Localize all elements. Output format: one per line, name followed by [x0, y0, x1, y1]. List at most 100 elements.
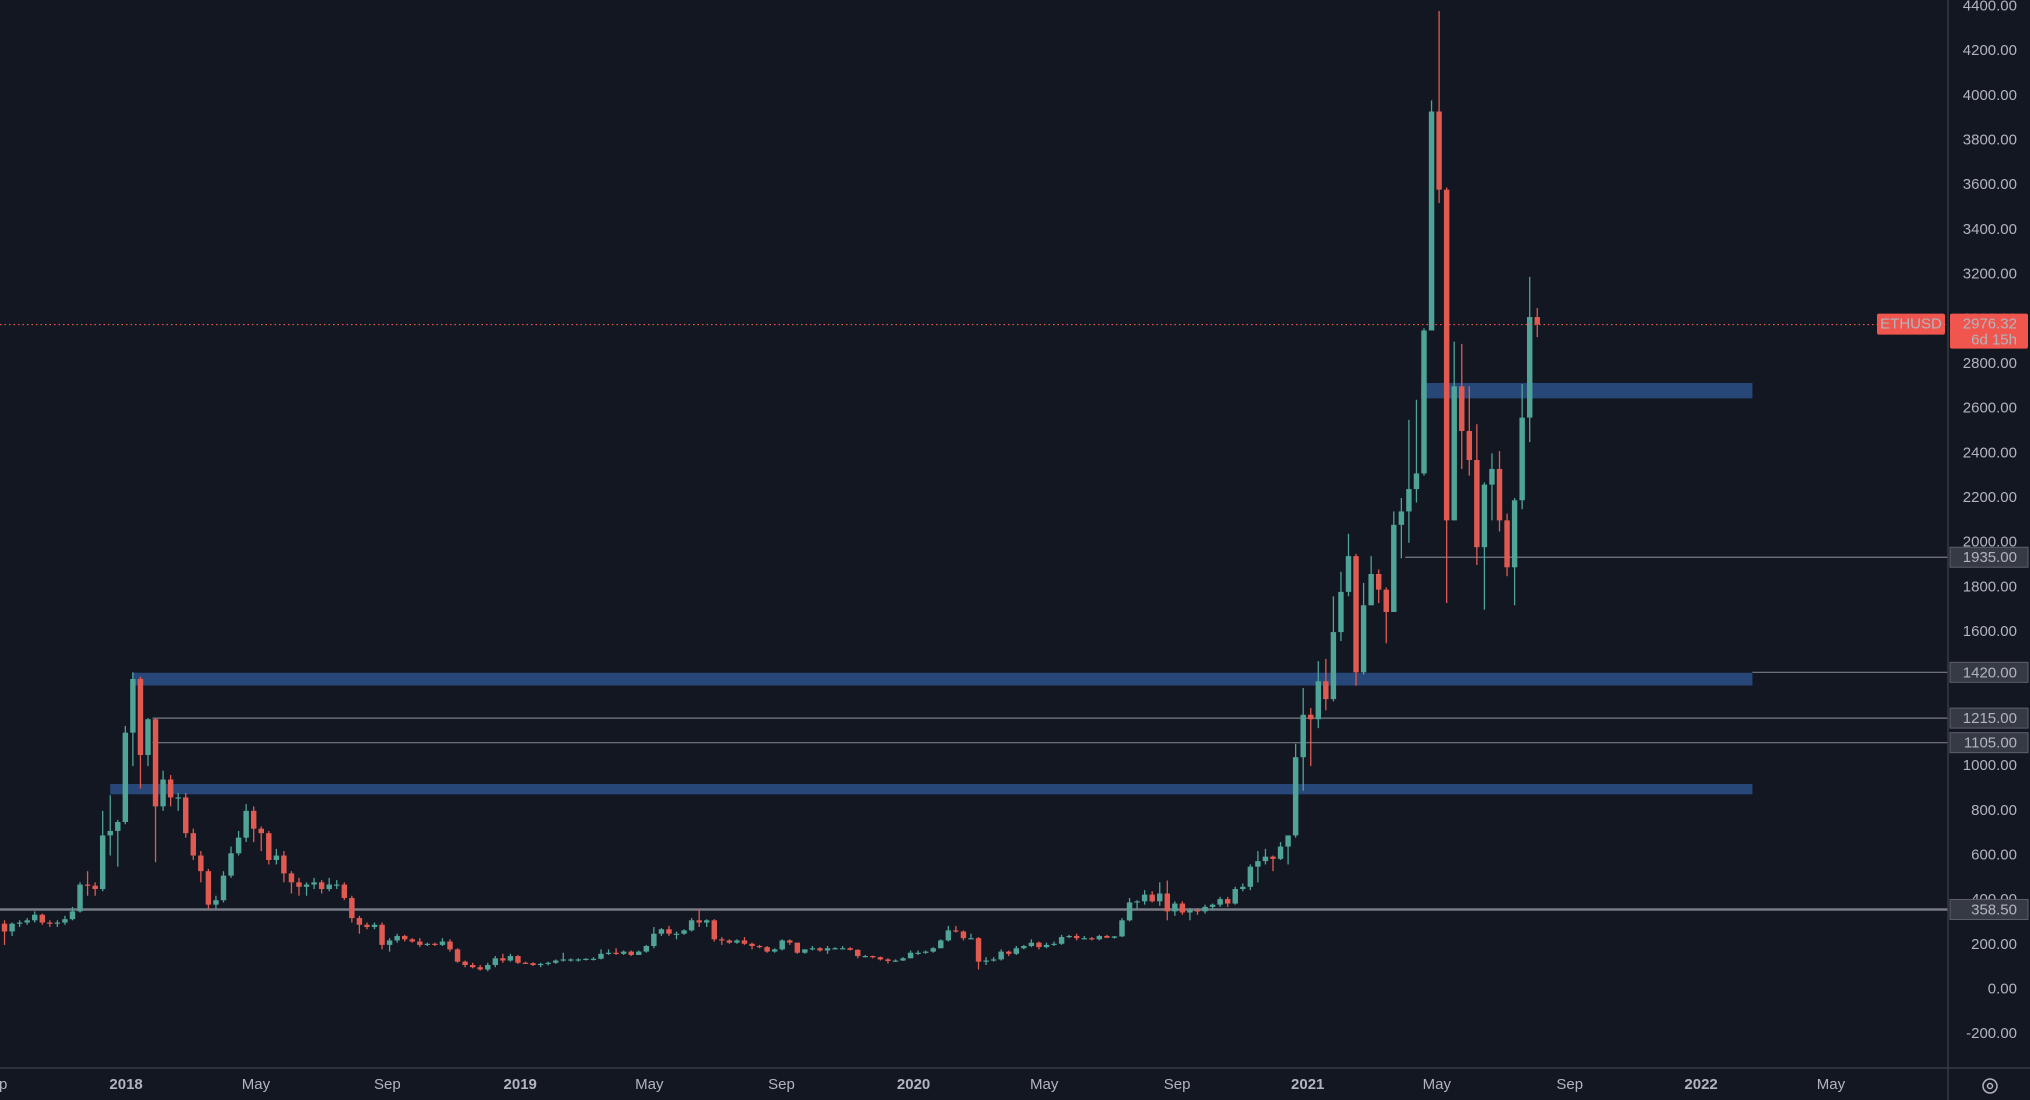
candle-body	[1315, 681, 1322, 720]
candle-body	[613, 952, 619, 954]
candle-body	[485, 964, 491, 970]
y-tick-label: 2000.00	[1963, 534, 2017, 551]
candle-body	[92, 885, 98, 890]
candle-body	[296, 882, 302, 887]
candle-body	[522, 962, 529, 964]
x-tick-label: May	[1817, 1076, 1846, 1093]
candle-body	[1375, 573, 1382, 590]
candle-body	[726, 940, 733, 943]
candle-body	[1172, 903, 1178, 912]
candle-body	[1383, 589, 1389, 612]
candle-body	[515, 956, 521, 963]
candle-body	[832, 948, 838, 950]
candle-body	[779, 940, 785, 950]
candle-body	[39, 914, 46, 923]
candle-body	[938, 940, 944, 949]
candle-body	[915, 952, 921, 954]
candle-body	[1164, 893, 1171, 912]
candle-body	[809, 948, 816, 950]
candle-body	[688, 920, 695, 931]
countdown-label: 6d 15h	[1971, 332, 2017, 349]
candle-body	[885, 959, 891, 961]
candle-body	[1511, 500, 1518, 568]
candle-body	[477, 967, 483, 970]
candle-body	[839, 948, 846, 950]
candle-body	[1209, 904, 1216, 907]
candle-body	[137, 679, 144, 755]
candle-body	[386, 940, 393, 945]
candle-body	[855, 949, 861, 957]
x-tick-label: Sep	[768, 1076, 795, 1093]
candle-body	[870, 956, 876, 958]
candle-body	[1398, 511, 1405, 525]
price-labels: 1935.00 1420.00 1215.00 1105.00 358.50 2976.3…	[1877, 313, 2029, 920]
x-tick-label: Sep	[374, 1076, 401, 1093]
candle-body	[69, 911, 76, 920]
candle-body	[24, 920, 30, 923]
candle-body	[537, 963, 544, 966]
candle-body	[734, 940, 740, 943]
y-tick-label: 800.00	[1971, 802, 2017, 819]
candle-body	[401, 935, 408, 940]
y-tick-label: 600.00	[1971, 846, 2017, 863]
candle-body	[998, 951, 1004, 960]
candle-body	[1262, 856, 1269, 862]
symbol-label: ETHUSD	[1880, 316, 1942, 333]
candle-body	[1451, 386, 1457, 521]
candle-body	[1519, 417, 1525, 501]
candle-body	[99, 835, 106, 890]
candle-body	[303, 884, 310, 887]
candle-body	[1073, 935, 1080, 939]
candle-body	[469, 964, 476, 968]
x-tick-label: 2021	[1291, 1076, 1324, 1093]
candle-body	[1489, 468, 1495, 485]
candle-body	[1504, 520, 1510, 568]
candle-body	[145, 719, 151, 755]
candle-body	[266, 833, 272, 860]
y-tick-label: 1800.00	[1963, 578, 2017, 595]
level-label: 1420.00	[1963, 664, 2017, 681]
level-label-box	[1949, 898, 2029, 920]
y-tick-label: 2800.00	[1963, 355, 2017, 372]
candle-body	[1202, 906, 1208, 912]
candle-body	[1104, 935, 1110, 938]
candle-body	[1240, 886, 1246, 890]
candle-body	[960, 931, 967, 939]
candle-body	[568, 959, 574, 961]
level-label-box	[1949, 661, 2029, 683]
y-tick-label: 0.00	[1988, 981, 2017, 998]
x-tick-label: 2022	[1684, 1076, 1717, 1093]
candle-body	[530, 963, 536, 965]
candle-body	[54, 922, 61, 924]
candle-body	[281, 855, 287, 874]
candle-body	[862, 956, 868, 958]
candle-body	[160, 779, 166, 807]
candle-body	[288, 873, 295, 883]
level-label-box	[1949, 707, 2029, 729]
candle-body	[1134, 901, 1140, 903]
candle-body	[711, 920, 717, 940]
settings-icon[interactable]	[1982, 1078, 1998, 1094]
y-tick-label: 2400.00	[1963, 444, 2017, 461]
candle-body	[220, 875, 227, 901]
candle-body	[62, 919, 68, 923]
candle-body	[598, 953, 604, 959]
candle-body	[507, 956, 514, 961]
candle-body	[447, 941, 453, 950]
candle-body	[1308, 714, 1314, 720]
candle-body	[311, 882, 317, 885]
zone	[132, 672, 1753, 686]
candle-body	[1, 923, 8, 932]
candle-body	[1330, 632, 1337, 700]
y-tick-label: 4200.00	[1963, 42, 2017, 59]
candle-body	[1247, 866, 1254, 887]
x-tick-label: 2020	[897, 1076, 930, 1093]
candle-body	[243, 810, 249, 838]
candle-body	[409, 939, 415, 942]
candle-body	[122, 732, 129, 823]
level-label: 358.50	[1971, 901, 2017, 918]
candle-body	[817, 948, 823, 951]
candle-body	[250, 810, 257, 829]
